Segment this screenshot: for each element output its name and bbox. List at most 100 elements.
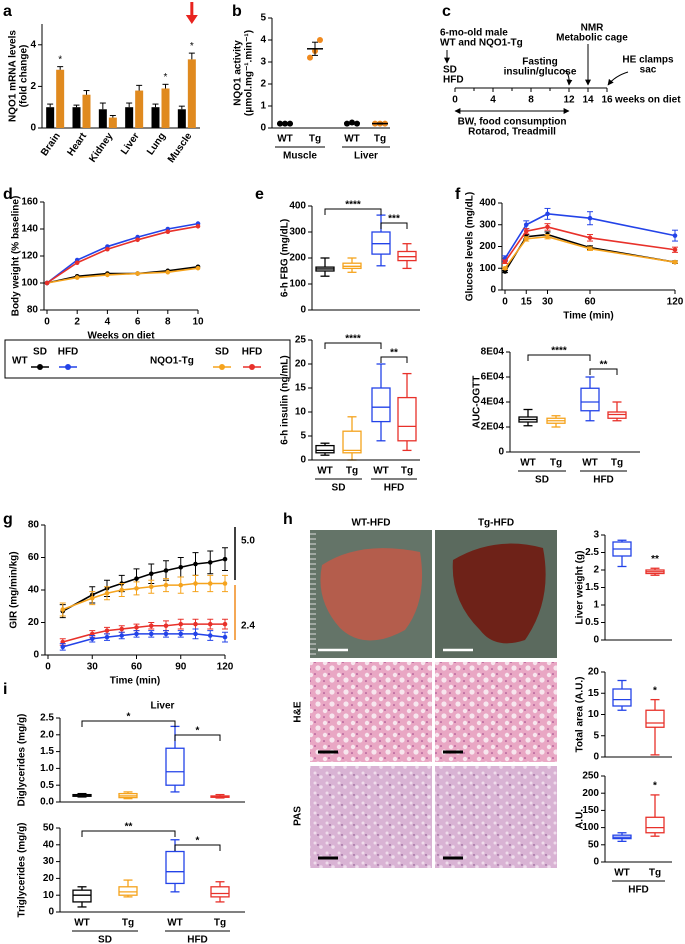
y-tick-label: 1.5 xyxy=(40,746,54,757)
marker xyxy=(178,582,184,588)
x-tick-label: Tg xyxy=(214,918,226,929)
legend-label: SD xyxy=(215,347,229,358)
x-tick-label: 12 xyxy=(563,95,575,106)
bar xyxy=(98,109,107,128)
marker xyxy=(502,259,508,265)
bar xyxy=(135,90,144,128)
x-tick-label: Tg xyxy=(122,918,134,929)
marker xyxy=(134,631,139,637)
y-tick-label: 3 xyxy=(593,530,599,541)
x-tick-label: WT xyxy=(167,918,183,929)
legend-label: SD xyxy=(33,347,47,358)
panel-label: d xyxy=(3,186,13,203)
x-tick-label: WT xyxy=(614,868,630,879)
y-axis-label: A.U. xyxy=(575,809,586,829)
marker xyxy=(502,265,508,271)
y-tick-label: 2 xyxy=(30,81,36,92)
y-tick-label: 10 xyxy=(43,890,55,901)
group-label: HFD xyxy=(384,483,405,494)
bar xyxy=(56,69,65,128)
y-tick-label: 0 xyxy=(48,907,54,918)
row-label: H&E xyxy=(293,701,304,722)
liver-shape xyxy=(320,548,423,641)
timeline-note: BW, food consumption xyxy=(458,117,567,128)
y-tick-label: 150 xyxy=(582,805,599,816)
marker xyxy=(195,265,201,271)
timeline-note: Metabolic cage xyxy=(556,33,628,44)
x-axis-label: Time (min) xyxy=(110,676,160,687)
y-tick-label: 120 xyxy=(21,251,38,262)
bar xyxy=(125,107,134,128)
bar xyxy=(72,107,81,128)
x-tick-label: Kidney xyxy=(87,131,115,165)
x-tick-label: 120 xyxy=(217,662,234,673)
x-tick-label: 16 xyxy=(601,95,613,106)
legend-swatch xyxy=(37,364,43,370)
group-label: SD xyxy=(332,483,346,494)
y-tick-label: 20 xyxy=(588,667,600,678)
marker xyxy=(119,587,125,593)
marker xyxy=(44,280,50,286)
bar xyxy=(177,109,186,128)
x-tick-label: Tg xyxy=(374,134,386,145)
y-tick-label: 0 xyxy=(300,455,306,466)
y-axis-label: NQO1 mRNA levels xyxy=(8,30,19,122)
marker xyxy=(207,633,213,638)
x-axis-label: Time (min) xyxy=(563,311,613,322)
y-tick-label: 400 xyxy=(289,201,306,212)
x-tick-label: 90 xyxy=(175,662,187,673)
y-tick-label: 2 xyxy=(260,79,266,90)
y-tick-label: 0 xyxy=(260,123,266,134)
y-tick-label: 2.0 xyxy=(40,729,54,740)
significance-bracket xyxy=(380,356,408,363)
y-tick-label: 100 xyxy=(289,279,306,290)
y-axis-label: 6-h FBG (mg/dL) xyxy=(280,219,291,297)
y-tick-label: 0 xyxy=(300,305,306,316)
x-tick-label: 6 xyxy=(135,317,141,328)
panel-label: f xyxy=(455,186,461,203)
row-label: PAS xyxy=(293,806,304,826)
timeline-note: sac xyxy=(640,65,657,76)
y-tick-label: 2.5 xyxy=(40,713,54,724)
y-tick-label: 20 xyxy=(295,359,307,370)
x-tick-label: WT xyxy=(582,458,598,469)
y-tick-label: 20 xyxy=(28,617,40,628)
significance: * xyxy=(196,836,200,847)
group-label: HFD xyxy=(187,935,208,944)
x-axis-label: weeks on diet xyxy=(614,95,681,106)
marker xyxy=(163,582,169,588)
significance: * xyxy=(653,685,657,696)
marker xyxy=(148,623,154,629)
legend-swatch xyxy=(219,364,225,370)
box xyxy=(645,709,665,728)
marker xyxy=(134,586,139,591)
x-tick-label: 8 xyxy=(528,95,534,106)
marker xyxy=(135,271,140,276)
y-axis-label: Total area (A.U.) xyxy=(575,677,586,753)
x-tick-label: Lung xyxy=(145,131,168,157)
y-tick-label: 5 xyxy=(593,730,599,741)
y-tick-label: 100 xyxy=(582,822,599,833)
y-tick-label: 0 xyxy=(490,285,496,296)
significance: ** xyxy=(600,360,608,371)
y-tick-label: 160 xyxy=(21,197,38,208)
x-tick-label: Tg xyxy=(309,134,321,145)
x-tick-label: 15 xyxy=(521,297,533,308)
significance: * xyxy=(58,54,62,65)
x-tick-label: 0 xyxy=(452,95,458,106)
timeline-note: insulin/glucose xyxy=(504,67,577,78)
y-axis-label: NQO1 activity xyxy=(233,40,244,106)
box xyxy=(165,850,185,885)
x-tick-label: 0 xyxy=(44,317,50,328)
he-stain xyxy=(310,662,432,762)
box xyxy=(342,430,362,454)
marker xyxy=(222,634,228,640)
box xyxy=(580,387,600,412)
group-label: SD xyxy=(535,475,549,486)
marker xyxy=(672,247,678,253)
panel-label: g xyxy=(3,511,13,528)
significance: ** xyxy=(125,822,133,833)
box xyxy=(371,387,391,423)
significance-bracket xyxy=(589,368,618,375)
